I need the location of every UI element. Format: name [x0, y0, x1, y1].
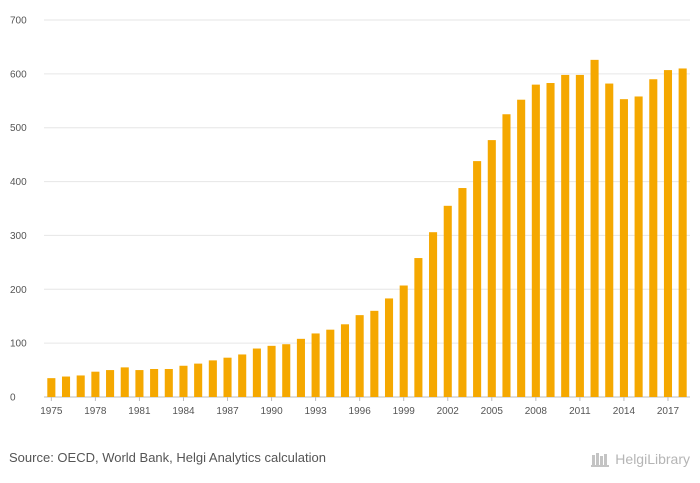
- gridlines: [44, 19, 690, 398]
- y-tick-label: 600: [10, 69, 27, 80]
- bar-1982: [150, 368, 159, 397]
- bar-1987: [223, 357, 232, 397]
- bar-1976: [61, 376, 71, 397]
- bar-1986: [208, 360, 217, 397]
- bar-1992: [296, 338, 305, 397]
- x-tick-label: 1984: [172, 406, 195, 417]
- bar-1985: [194, 363, 203, 397]
- x-tick-label: 2014: [613, 406, 636, 417]
- bar-1978: [91, 371, 100, 397]
- source-note: Source: OECD, World Bank, Helgi Analytic…: [9, 450, 326, 465]
- x-tick-label: 1975: [40, 406, 63, 417]
- bar-1988: [238, 354, 247, 397]
- x-tick-label: 2017: [657, 406, 680, 417]
- y-tick-label: 100: [10, 339, 27, 350]
- bar-2017: [663, 70, 673, 397]
- bar-2006: [502, 114, 511, 397]
- bar-1980: [120, 367, 129, 397]
- bars: [47, 59, 687, 398]
- bar-1990: [267, 345, 276, 397]
- y-tick-label: 300: [10, 231, 27, 242]
- bar-2001: [429, 232, 438, 397]
- bar-2005: [487, 140, 496, 397]
- bar-1991: [282, 344, 291, 397]
- bar-1979: [106, 370, 115, 397]
- library-icon: [591, 453, 610, 467]
- helgi-library-logo: HelgiLibrary: [591, 448, 690, 470]
- bar-1996: [355, 315, 364, 397]
- y-tick-label: 200: [10, 285, 27, 296]
- brand-name: HelgiLibrary: [615, 451, 690, 467]
- y-tick-label: 500: [10, 123, 27, 134]
- bar-2016: [649, 79, 658, 397]
- x-tick-label: 2008: [525, 406, 548, 417]
- x-tick-label: 1993: [304, 406, 327, 417]
- bar-2003: [458, 188, 467, 397]
- bar-2013: [605, 83, 614, 398]
- x-tick-label: 1996: [349, 406, 372, 417]
- y-tick-label: 700: [10, 16, 27, 27]
- bar-2010: [561, 74, 570, 397]
- x-tick-label: 1990: [260, 406, 283, 417]
- y-axis-ticks: 0 100 200 300 400 500 600 700: [10, 16, 27, 404]
- x-tick-label: 2011: [569, 406, 591, 417]
- bar-1981: [135, 370, 144, 397]
- x-tick-label: 2005: [481, 406, 504, 417]
- bar-1977: [76, 375, 85, 397]
- bar-1999: [399, 285, 408, 397]
- bar-1993: [311, 333, 320, 397]
- bar-1984: [179, 365, 188, 397]
- bar-2008: [531, 84, 540, 397]
- bar-2002: [443, 205, 452, 397]
- y-tick-label: 0: [10, 393, 16, 404]
- x-tick-label: 2002: [437, 406, 460, 417]
- x-tick-label: 1978: [84, 406, 107, 417]
- bar-2007: [517, 99, 526, 398]
- x-tick-label: 1999: [393, 406, 416, 417]
- bar-1983: [164, 368, 173, 397]
- bar-2018: [678, 68, 687, 397]
- bar-2004: [473, 161, 482, 397]
- bar-2011: [575, 74, 584, 397]
- bar-2014: [619, 99, 628, 398]
- bar-1995: [340, 324, 350, 397]
- bar-1998: [384, 298, 394, 397]
- x-axis-ticks: 1975 1978 1981 1984 1987 1990 1993 1996 1999 2002…: [40, 397, 680, 417]
- bar-1989: [252, 348, 261, 397]
- bar-2012: [590, 59, 599, 398]
- bar-1975: [47, 378, 56, 397]
- x-tick-label: 1987: [216, 406, 239, 417]
- x-tick-label: 1981: [128, 406, 151, 417]
- bar-2000: [414, 258, 423, 397]
- y-tick-label: 400: [10, 177, 27, 188]
- bar-2009: [546, 83, 555, 398]
- bar-1994: [326, 329, 335, 397]
- bar-2015: [634, 96, 643, 397]
- bar-1997: [370, 310, 379, 397]
